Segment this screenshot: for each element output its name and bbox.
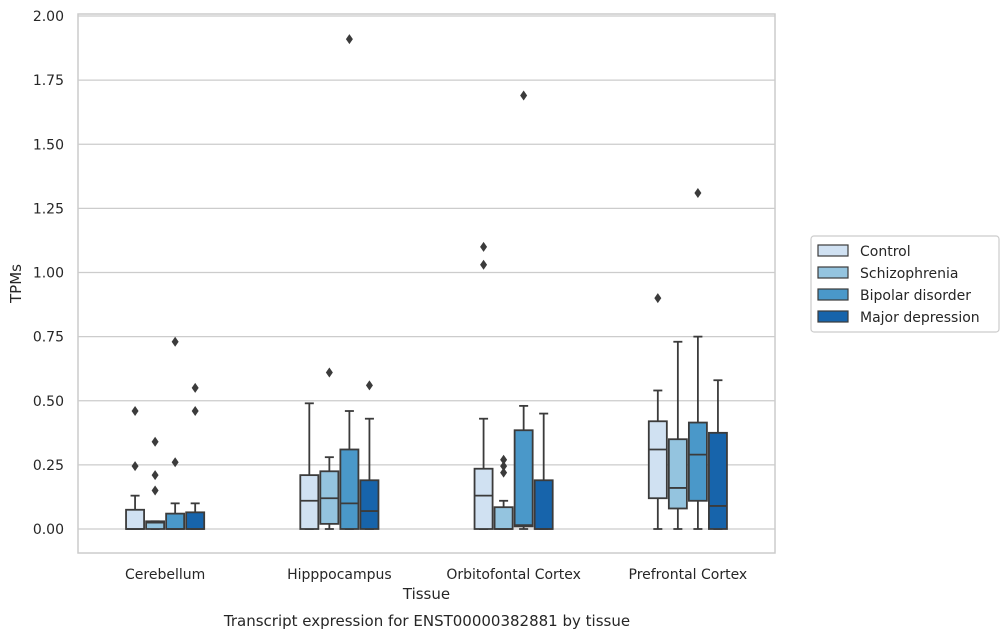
- x-tick-label: Prefrontal Cortex: [629, 567, 748, 583]
- box-body: [185, 511, 206, 530]
- x-tick-label: Cerebellum: [125, 567, 205, 583]
- box-bipolar-disorder: [687, 187, 708, 530]
- y-tick-label: 1.50: [33, 137, 64, 153]
- legend-swatch: [817, 288, 849, 301]
- box-control: [473, 241, 494, 530]
- legend-label: Bipolar disorder: [860, 288, 971, 304]
- box-body: [708, 431, 728, 530]
- outlier-point: [171, 457, 179, 468]
- y-tick-label: 1.00: [33, 266, 64, 282]
- box-body: [473, 467, 494, 530]
- legend-item: Bipolar disorder: [817, 288, 971, 304]
- box-control: [299, 402, 320, 530]
- legend-label: Control: [860, 244, 911, 260]
- box-body: [513, 429, 534, 528]
- box-body: [299, 474, 320, 530]
- box-body: [533, 479, 554, 530]
- outlier-point: [500, 461, 508, 472]
- box-body: [165, 512, 186, 530]
- y-axis-ticks: 0.00 0.25 0.50 0.75 1.00 1.25 1.50 1.75 2.00: [33, 9, 64, 538]
- box-bipolar-disorder: [339, 34, 360, 530]
- outlier-point: [131, 406, 139, 417]
- legend-label: Schizophrenia: [860, 266, 958, 282]
- y-tick-label: 0.25: [33, 458, 64, 474]
- plot-frame: [77, 13, 776, 554]
- y-tick-label: 0.75: [33, 330, 64, 346]
- y-tick-label: 1.25: [33, 201, 64, 217]
- legend: Control Schizophrenia Bipolar disorder Majo…: [810, 235, 1000, 333]
- box-body: [687, 421, 708, 502]
- legend-swatch: [817, 244, 849, 257]
- chart-caption: Transcript expression for ENST0000038288…: [223, 612, 630, 630]
- box-body: [667, 438, 688, 510]
- outlier-point: [480, 241, 488, 252]
- box-schizophrenia: [493, 454, 514, 530]
- x-axis-label: Tissue: [402, 585, 450, 603]
- box-body: [359, 479, 380, 530]
- box-schizophrenia: [145, 436, 166, 530]
- box-bipolar-disorder: [165, 336, 186, 530]
- box-body: [647, 420, 668, 500]
- box-schizophrenia: [667, 340, 688, 530]
- x-tick-label: Hipppocampus: [287, 567, 392, 583]
- legend-item: Control: [817, 244, 911, 260]
- y-tick-label: 1.75: [33, 73, 64, 89]
- outlier-point: [325, 367, 333, 378]
- legend-label: Major depression: [860, 310, 980, 326]
- outlier-point: [151, 436, 159, 447]
- box-schizophrenia: [319, 367, 340, 530]
- y-tick-label: 0.00: [33, 522, 64, 538]
- x-axis-ticks: Cerebellum Hipppocampus Orbitofontal Corte…: [125, 567, 747, 583]
- outlier-point: [171, 336, 179, 347]
- box-control: [647, 293, 668, 530]
- y-tick-label: 0.50: [33, 394, 64, 410]
- x-tick-label: Orbitofontal Cortex: [446, 567, 581, 583]
- outlier-point: [345, 34, 353, 45]
- box-bipolar-disorder: [513, 90, 534, 530]
- legend-swatch: [817, 266, 849, 279]
- outlier-point: [500, 467, 508, 478]
- box-major-depression: [185, 382, 206, 530]
- box-body: [145, 520, 166, 530]
- outlier-point: [191, 382, 199, 393]
- box-control: [125, 406, 145, 530]
- box-body: [493, 506, 514, 530]
- outlier-point: [131, 461, 139, 472]
- outlier-point: [520, 90, 528, 101]
- legend-frame: [810, 235, 1000, 333]
- outlier-point: [151, 485, 159, 496]
- legend-item: Major depression: [817, 310, 980, 326]
- legend-item: Schizophrenia: [817, 266, 958, 282]
- outlier-point: [480, 259, 488, 270]
- box-body: [339, 448, 360, 530]
- outlier-point: [654, 293, 662, 304]
- legend-swatch: [817, 310, 849, 323]
- y-tick-label: 2.00: [33, 9, 64, 25]
- box-major-depression: [708, 379, 728, 530]
- box-major-depression: [359, 380, 380, 530]
- outlier-point: [694, 187, 702, 198]
- outlier-point: [500, 454, 508, 465]
- y-axis-label: TPMs: [7, 264, 25, 304]
- outlier-point: [151, 470, 159, 481]
- box-plot-area: [125, 34, 728, 530]
- box-major-depression: [533, 412, 554, 530]
- box-body: [125, 508, 145, 530]
- outlier-point: [365, 380, 373, 391]
- outlier-point: [191, 406, 199, 417]
